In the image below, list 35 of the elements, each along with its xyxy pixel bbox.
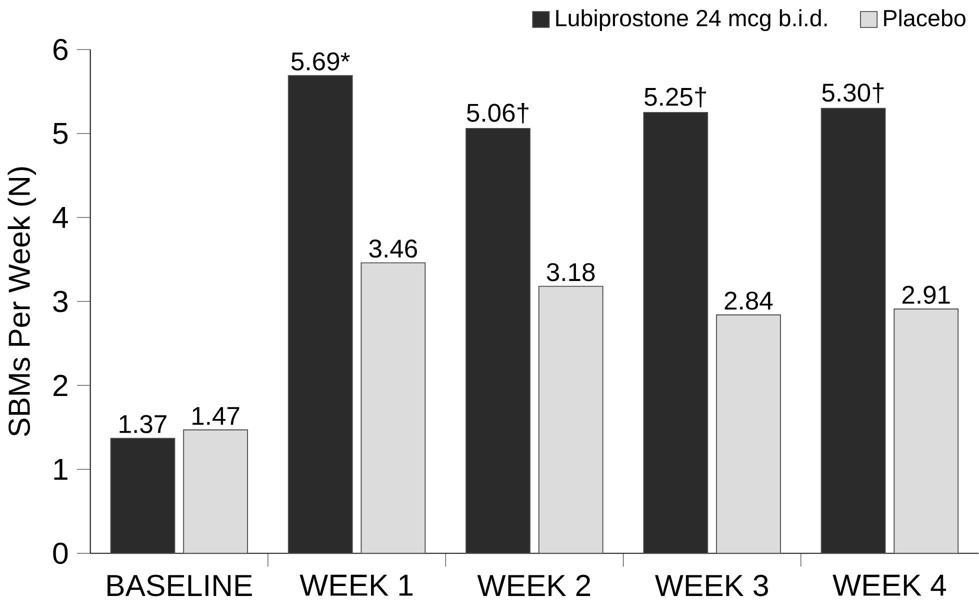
legend-label: Lubiprostone 24 mcg b.i.d.: [556, 9, 827, 32]
y-tick-label: 0: [53, 542, 68, 564]
bar: [643, 112, 708, 554]
data-label: 5.69*: [291, 52, 350, 70]
y-tick-label: 3: [53, 290, 68, 312]
y-axis-title: SBMs Per Week (N): [8, 167, 36, 436]
x-tick-label: WEEK 1: [300, 574, 413, 596]
bar: [466, 128, 530, 554]
bar: [360, 262, 426, 554]
legend-label: Placebo: [884, 9, 966, 26]
x-tick-label: WEEK 4: [832, 574, 946, 596]
data-label: 1.37: [120, 415, 166, 434]
x-tick-label: BASELINE: [108, 574, 252, 596]
y-tick-label: 6: [54, 38, 68, 60]
data-label: 2.84: [724, 292, 773, 310]
bar: [183, 429, 248, 554]
bar: [716, 314, 781, 554]
bar: [894, 308, 959, 554]
y-tick-label: 4: [52, 207, 68, 228]
x-tick-label: WEEK 3: [654, 574, 768, 596]
y-tick-label: 5: [53, 122, 68, 144]
data-label: 2.91: [902, 286, 950, 304]
bar: [288, 75, 353, 554]
y-tick-label: 2: [54, 374, 68, 396]
data-label: 5.30†: [822, 82, 884, 104]
data-label: 5.06†: [466, 103, 528, 124]
bar: [538, 286, 604, 554]
data-label: 3.46: [369, 240, 417, 258]
y-tick-label: 1: [54, 458, 68, 480]
data-label: 1.47: [192, 407, 240, 425]
bar: [820, 108, 886, 554]
data-label: 5.25†: [644, 87, 706, 108]
data-label: 3.18: [546, 263, 595, 282]
bar: [110, 438, 176, 554]
x-tick-label: WEEK 2: [477, 574, 590, 596]
